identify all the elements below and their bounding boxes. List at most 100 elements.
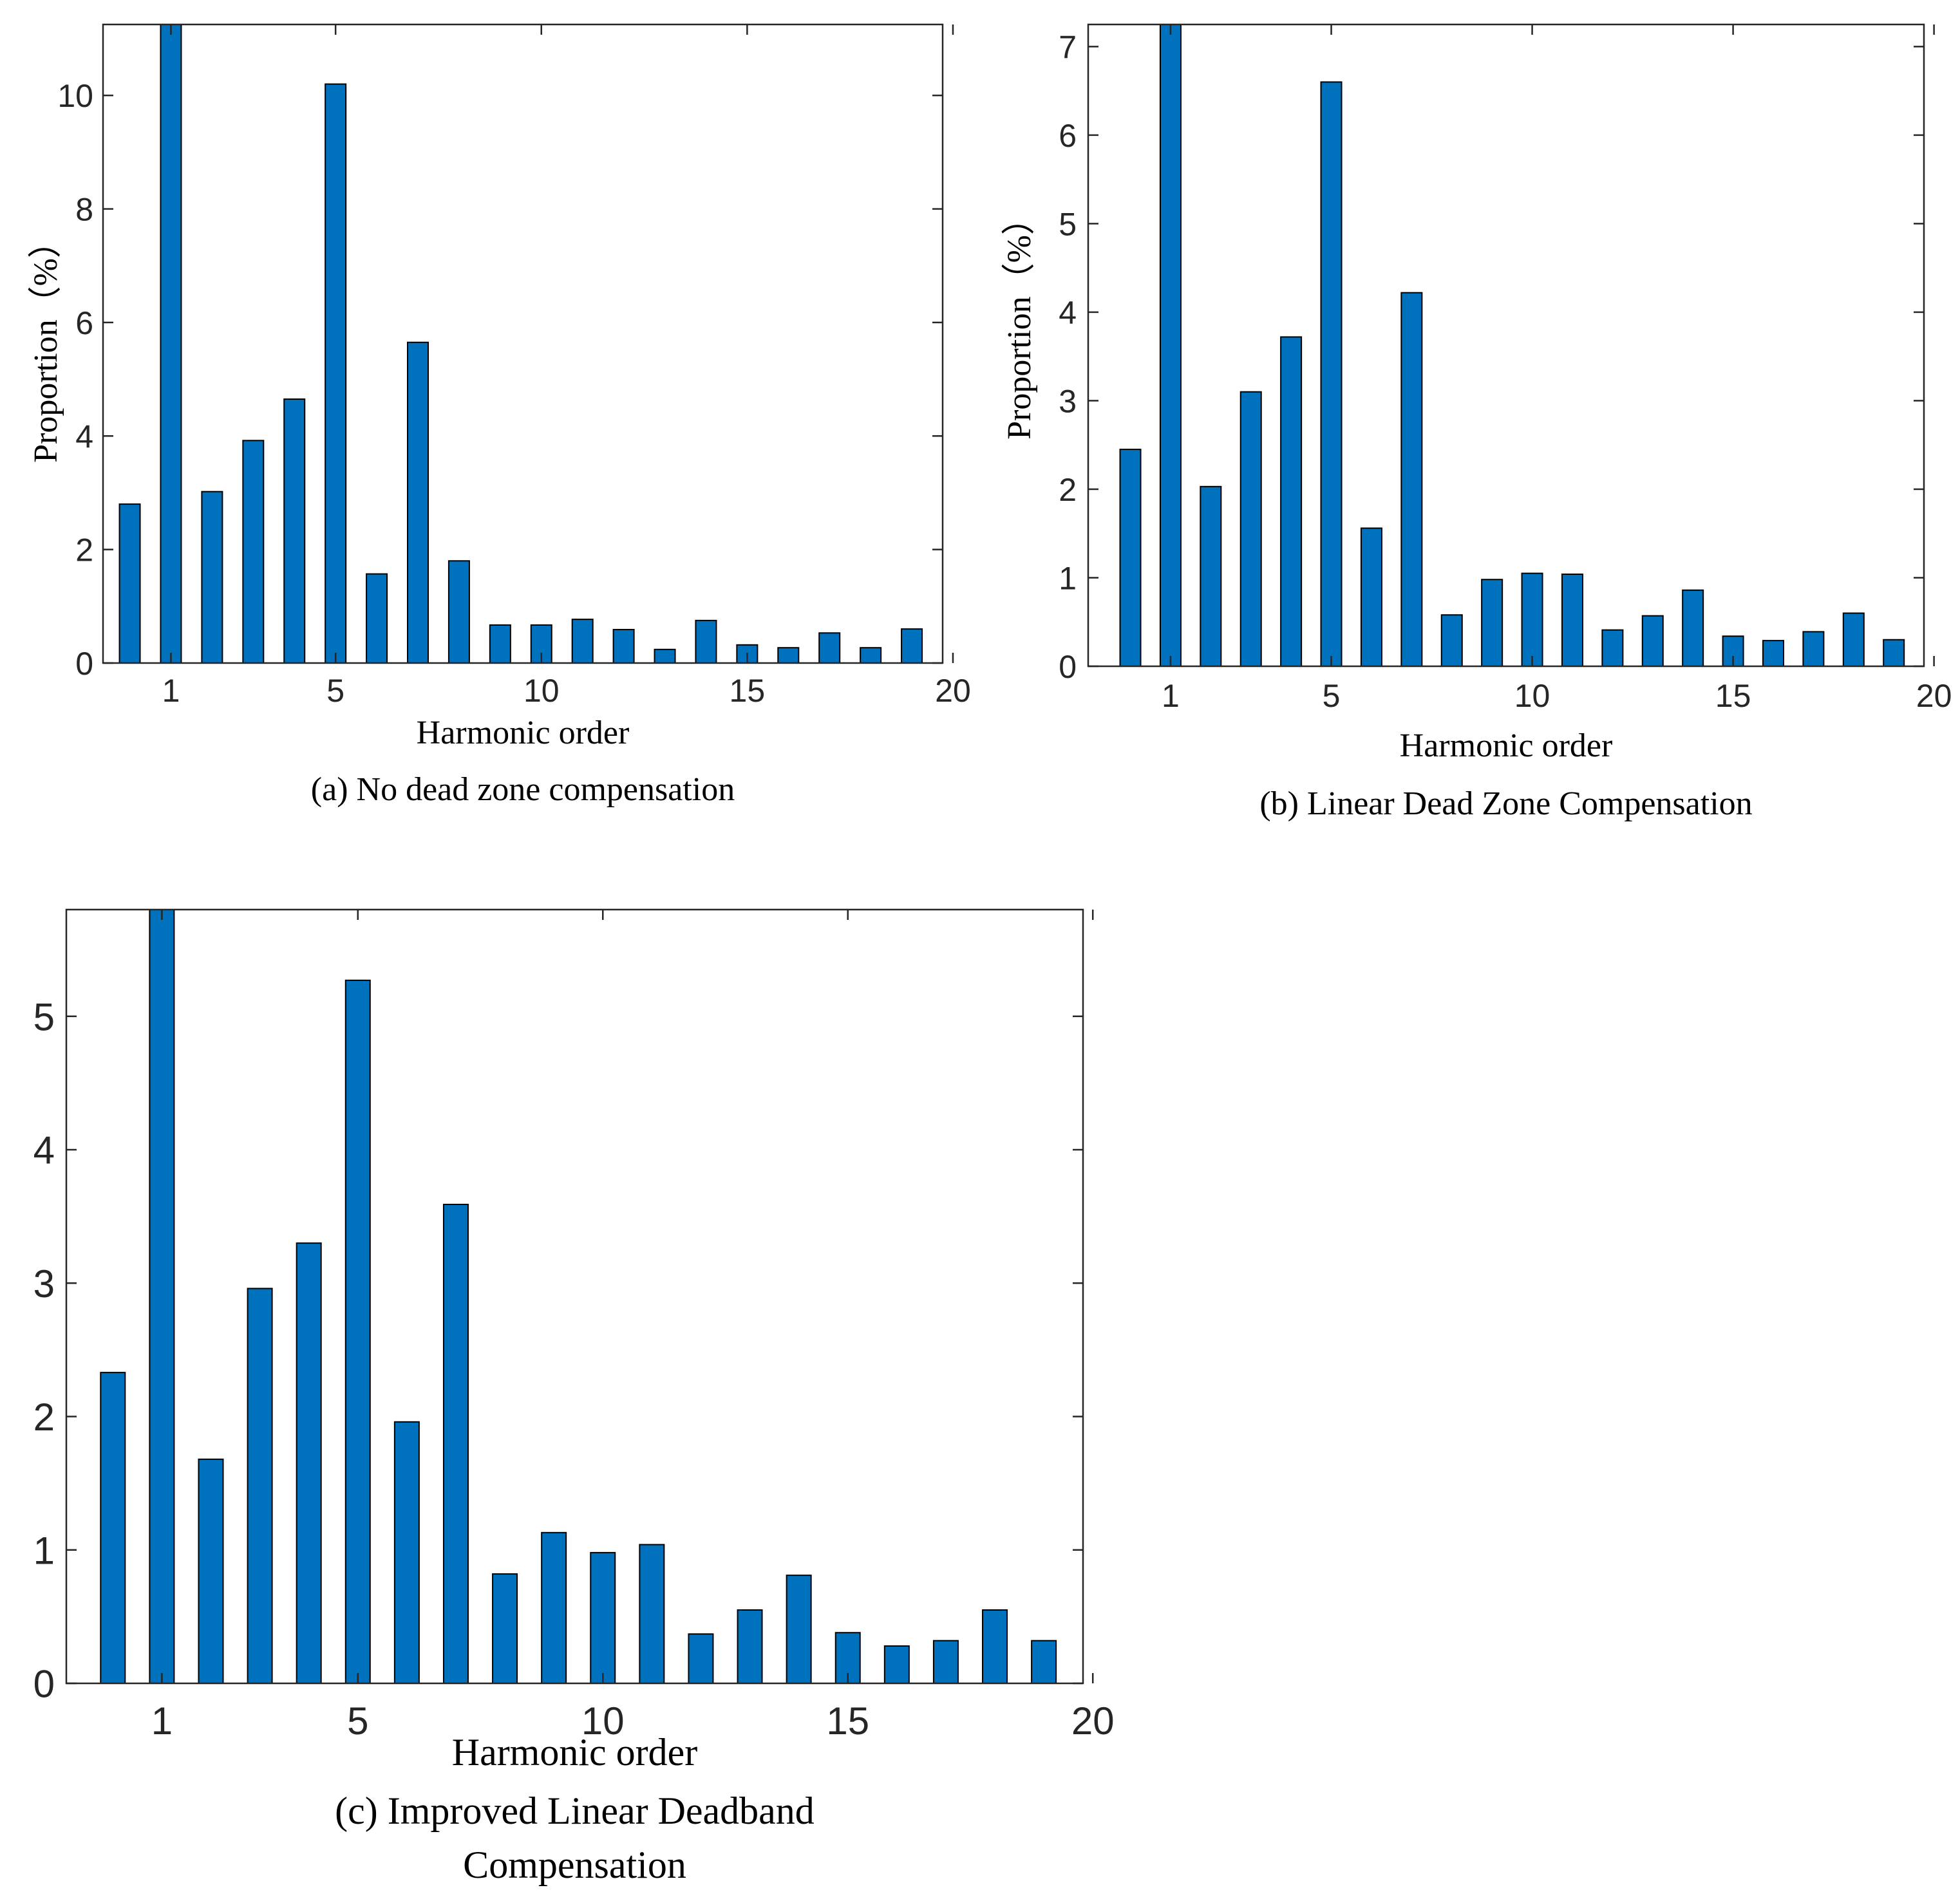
bar-c-5 (344, 979, 371, 1684)
y-tick-label-b-6: 6 (1059, 118, 1077, 154)
x-tick-label-a-10: 10 (523, 673, 560, 709)
bar-c-0 (100, 1372, 126, 1685)
x-tick-label-c-5: 5 (347, 1699, 368, 1743)
bar-c-17 (932, 1640, 959, 1685)
y-tick-label-a-6: 6 (75, 305, 93, 341)
bar-c-6 (393, 1421, 420, 1684)
bar-c-19 (1031, 1640, 1057, 1685)
y-tick-label-a-0: 0 (75, 646, 93, 682)
bar-a-16 (777, 647, 800, 664)
bar-b-14 (1682, 589, 1704, 667)
y-tick-label-c-0: 0 (33, 1663, 55, 1706)
y-tick-label-b-2: 2 (1059, 472, 1077, 508)
bar-c-11 (639, 1544, 665, 1685)
bar-b-0 (1119, 449, 1142, 667)
y-tick-label-c-1: 1 (33, 1529, 55, 1572)
y-tick-label-a-8: 8 (75, 192, 93, 228)
bar-a-11 (571, 619, 594, 664)
x-tick-label-a-5: 5 (326, 673, 344, 709)
x-tick-label-a-20: 20 (935, 673, 971, 709)
bar-b-18 (1842, 612, 1865, 668)
bar-c-10 (590, 1551, 616, 1685)
bar-c-3 (247, 1287, 273, 1685)
bar-c-8 (492, 1573, 518, 1684)
bar-a-7 (407, 341, 429, 664)
x-tick-label-a-15: 15 (730, 673, 766, 709)
x-tick-label-b-15: 15 (1715, 678, 1751, 714)
bar-b-17 (1802, 631, 1825, 668)
x-tick-label-b-1: 1 (1162, 678, 1180, 714)
bar-b-11 (1561, 573, 1583, 667)
y-tick-label-c-2: 2 (33, 1396, 55, 1439)
y-tick-label-b-0: 0 (1059, 649, 1077, 685)
y-tick-label-b-5: 5 (1059, 206, 1077, 242)
bar-b-16 (1762, 640, 1784, 667)
x-tick-label-a-1: 1 (162, 673, 180, 709)
bar-a-18 (860, 647, 882, 664)
y-tick-label-c-3: 3 (33, 1262, 55, 1305)
x-tick-label-c-20: 20 (1071, 1699, 1115, 1743)
bar-b-1 (1159, 24, 1182, 667)
x-axis-label-b: Harmonic order (1400, 727, 1613, 764)
bar-a-5 (325, 83, 347, 664)
x-tick-label-c-10: 10 (581, 1699, 625, 1743)
bar-a-12 (612, 628, 635, 664)
caption-c-line-1: (c) Improved Linear Deadband (335, 1790, 815, 1832)
bar-c-14 (786, 1575, 812, 1685)
bar-c-13 (737, 1609, 763, 1685)
x-tick-label-c-1: 1 (151, 1699, 173, 1743)
bar-b-10 (1521, 572, 1543, 667)
bar-a-2 (201, 491, 223, 664)
x-tick-label-b-10: 10 (1514, 678, 1550, 714)
bar-b-12 (1601, 629, 1624, 667)
bar-c-4 (296, 1242, 322, 1684)
bar-b-5 (1320, 81, 1343, 667)
axes-frame-b (1087, 23, 1925, 668)
bars-c (100, 909, 1057, 1685)
x-axis-label-a: Harmonic order (417, 715, 630, 751)
bar-a-9 (489, 624, 511, 664)
bar-c-12 (688, 1633, 714, 1685)
bar-c-16 (883, 1645, 910, 1684)
bar-a-14 (695, 619, 717, 664)
y-axis-label-b: Proportion（%） (1001, 201, 1038, 440)
caption-c-line-2: Compensation (463, 1844, 686, 1886)
y-tick-label-c-5: 5 (33, 995, 55, 1038)
bar-a-1 (160, 24, 182, 664)
axes-frame-a (102, 23, 944, 664)
bar-b-8 (1440, 614, 1463, 667)
axes-frame-c (65, 908, 1084, 1685)
y-tick-label-a-4: 4 (75, 418, 93, 454)
y-axis-label-a: Proportion（%） (28, 225, 64, 463)
y-tick-label-a-10: 10 (57, 78, 93, 114)
x-tick-label-c-15: 15 (826, 1699, 869, 1743)
caption-b: (b) Linear Dead Zone Compensation (1259, 785, 1752, 822)
bar-a-4 (283, 398, 306, 664)
bar-a-0 (118, 503, 141, 664)
bars-a (118, 24, 923, 664)
bar-c-9 (541, 1531, 567, 1684)
bar-b-7 (1400, 292, 1423, 667)
bar-c-18 (982, 1609, 1008, 1685)
bar-c-2 (198, 1458, 224, 1684)
x-tick-label-b-20: 20 (1916, 678, 1952, 714)
caption-a: (a) No dead zone compensation (311, 771, 735, 808)
y-tick-label-a-2: 2 (75, 532, 93, 568)
bar-a-19 (901, 628, 923, 664)
y-tick-label-b-3: 3 (1059, 383, 1077, 419)
bar-b-19 (1883, 639, 1905, 667)
bar-a-3 (242, 440, 265, 664)
bars-b (1119, 24, 1905, 668)
y-tick-label-b-1: 1 (1059, 560, 1077, 596)
bar-b-6 (1360, 527, 1382, 667)
bar-a-17 (818, 632, 841, 664)
bar-b-4 (1280, 336, 1303, 667)
y-tick-label-b-7: 7 (1059, 29, 1077, 65)
x-tick-label-b-5: 5 (1323, 678, 1341, 714)
